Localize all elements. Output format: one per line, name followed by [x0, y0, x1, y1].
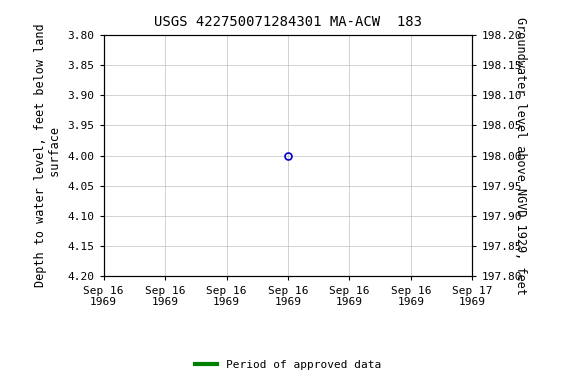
Y-axis label: Groundwater level above NGVD 1929, feet: Groundwater level above NGVD 1929, feet [514, 17, 528, 295]
Y-axis label: Depth to water level, feet below land
 surface: Depth to water level, feet below land su… [34, 24, 62, 287]
Legend: Period of approved data: Period of approved data [191, 356, 385, 375]
Title: USGS 422750071284301 MA-ACW  183: USGS 422750071284301 MA-ACW 183 [154, 15, 422, 29]
